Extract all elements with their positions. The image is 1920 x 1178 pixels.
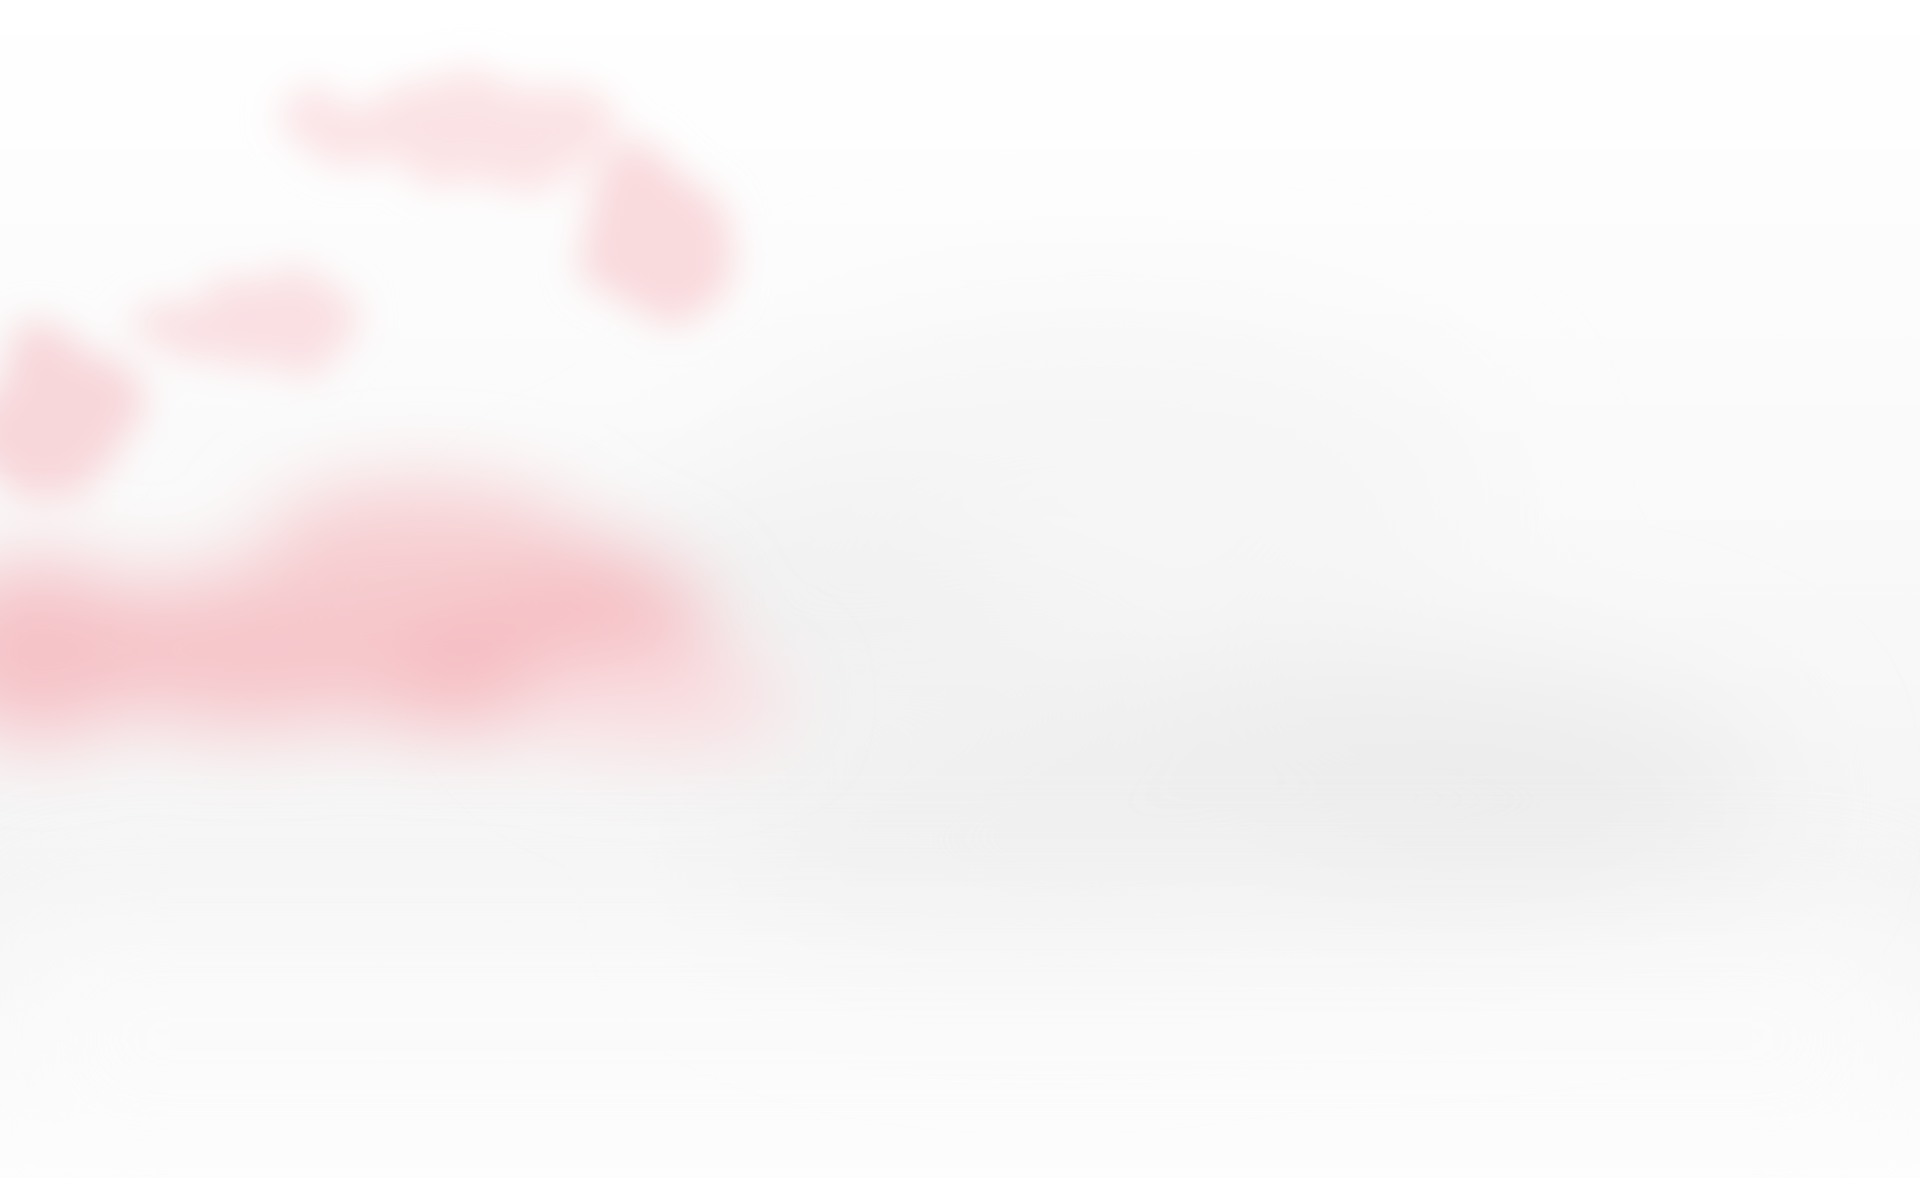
pink-smoke-wisps xyxy=(0,80,720,500)
pink-smoke xyxy=(0,480,790,750)
bottom-haze xyxy=(0,900,1920,1178)
